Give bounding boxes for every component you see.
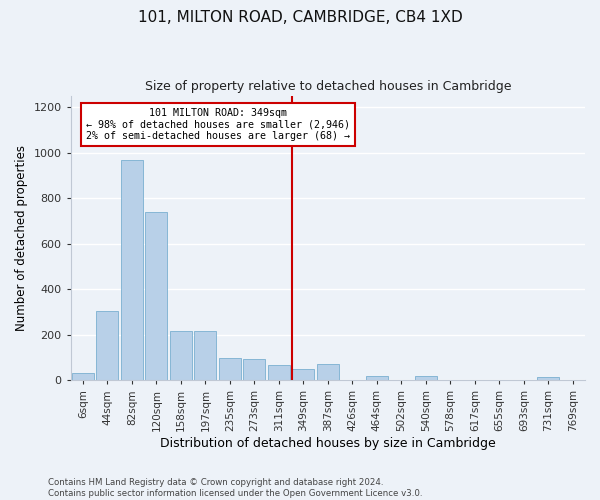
- Bar: [244, 358, 265, 380]
- Bar: [72, 374, 94, 380]
- Bar: [415, 376, 437, 380]
- Text: Contains HM Land Registry data © Crown copyright and database right 2024.
Contai: Contains HM Land Registry data © Crown c…: [48, 478, 422, 498]
- Bar: [194, 332, 217, 380]
- Bar: [268, 366, 290, 380]
- Bar: [537, 377, 559, 380]
- Bar: [121, 160, 143, 380]
- Bar: [366, 376, 388, 380]
- Bar: [219, 358, 241, 380]
- Bar: [97, 311, 118, 380]
- Title: Size of property relative to detached houses in Cambridge: Size of property relative to detached ho…: [145, 80, 511, 93]
- Bar: [145, 212, 167, 380]
- Bar: [317, 364, 339, 380]
- X-axis label: Distribution of detached houses by size in Cambridge: Distribution of detached houses by size …: [160, 437, 496, 450]
- Bar: [170, 332, 192, 380]
- Text: 101 MILTON ROAD: 349sqm
← 98% of detached houses are smaller (2,946)
2% of semi-: 101 MILTON ROAD: 349sqm ← 98% of detache…: [86, 108, 350, 142]
- Y-axis label: Number of detached properties: Number of detached properties: [15, 145, 28, 331]
- Bar: [292, 369, 314, 380]
- Text: 101, MILTON ROAD, CAMBRIDGE, CB4 1XD: 101, MILTON ROAD, CAMBRIDGE, CB4 1XD: [137, 10, 463, 25]
